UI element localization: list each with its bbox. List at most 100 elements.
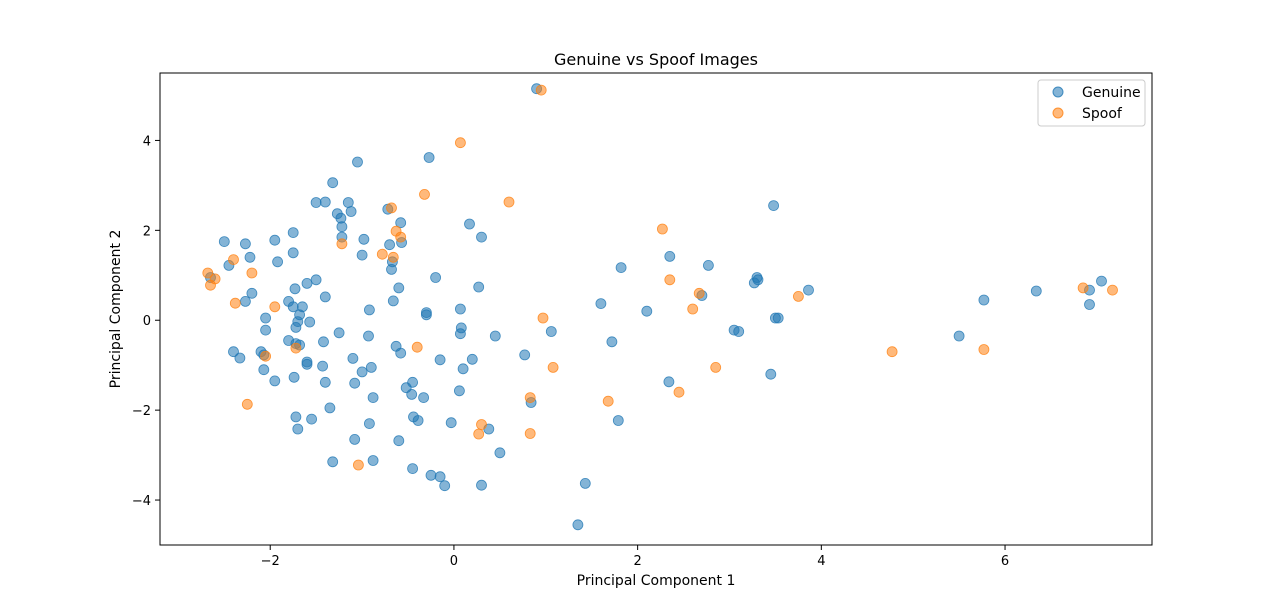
genuine-point [260, 312, 272, 324]
genuine-point [290, 321, 302, 333]
spoof-point [886, 346, 898, 358]
y-axis-label: Principal Component 2 [108, 230, 124, 389]
genuine-point [352, 156, 363, 168]
spoof-point [524, 428, 536, 439]
genuine-point [386, 263, 397, 275]
genuine-point [1084, 299, 1095, 310]
genuine-point [439, 480, 451, 492]
plot-frame [159, 72, 1153, 546]
spoof-point [246, 267, 258, 279]
genuine-point [476, 231, 487, 243]
x-tick-label: 2 [633, 554, 641, 569]
genuine-point [356, 366, 368, 378]
genuine-point [454, 328, 466, 340]
genuine-point [430, 272, 442, 283]
genuine-point [349, 433, 361, 445]
genuine-point [367, 455, 379, 466]
spoof-point [473, 428, 485, 440]
legend-label-genuine: Genuine [1082, 85, 1141, 101]
genuine-point [664, 250, 676, 262]
genuine-point [319, 196, 331, 208]
genuine-point [288, 371, 300, 383]
legend-marker-spoof [1052, 107, 1064, 119]
spoof-point [411, 341, 423, 353]
y-tick-label: 2 [143, 224, 151, 239]
genuine-point [445, 417, 457, 429]
genuine-point [425, 469, 437, 481]
genuine-point [239, 295, 251, 307]
spoof-point [387, 251, 399, 263]
genuine-point [641, 305, 653, 317]
genuine-point [434, 354, 446, 366]
genuine-point [310, 197, 322, 208]
spoof-point [476, 419, 487, 430]
genuine-point [244, 251, 256, 263]
spoof-point [205, 279, 216, 291]
genuine-point [457, 363, 469, 375]
x-tick-label: −2 [261, 554, 280, 569]
spoof-point [978, 344, 990, 355]
genuine-point [301, 358, 313, 370]
genuine-point [269, 375, 281, 387]
genuine-point [420, 307, 432, 319]
genuine-point [319, 291, 331, 303]
genuine-point [349, 377, 361, 389]
genuine-point [289, 283, 301, 295]
spoof-point [537, 312, 549, 324]
spoof-point [202, 267, 214, 279]
legend-label-spoof: Spoof [1082, 106, 1123, 122]
genuine-point [333, 327, 345, 339]
genuine-point [703, 259, 714, 271]
genuine-point [476, 479, 487, 491]
spoof-point [693, 287, 705, 299]
genuine-point [287, 247, 299, 259]
genuine-point [387, 295, 399, 307]
genuine-point [301, 277, 313, 289]
genuine-point [406, 388, 418, 400]
spoof-point [687, 303, 699, 315]
genuine-point [318, 336, 329, 348]
genuine-point [363, 418, 375, 430]
spoof-point [793, 290, 804, 302]
genuine-point [260, 324, 272, 336]
y-tick-label: −4 [132, 494, 151, 509]
spoof-point [547, 361, 559, 373]
genuine-point [434, 471, 446, 483]
spoof-point [657, 223, 668, 235]
genuine-point [612, 415, 624, 426]
genuine-point [1030, 285, 1042, 297]
genuine-point [494, 447, 506, 459]
spoof-point [290, 342, 302, 354]
genuine-point [393, 282, 405, 294]
genuine-point [953, 330, 965, 342]
genuine-point [317, 360, 329, 372]
legend-marker-genuine [1052, 86, 1064, 98]
spoof-point [664, 274, 676, 286]
genuine-point [246, 287, 258, 299]
genuine-point [466, 353, 478, 365]
spoof-point [395, 231, 407, 243]
spoof-point [524, 392, 536, 404]
genuine-point [345, 206, 357, 217]
genuine-point [310, 274, 322, 286]
genuine-point [765, 368, 777, 380]
genuine-point [464, 218, 475, 230]
spoof-point [1107, 284, 1118, 296]
spoof-point [241, 398, 253, 410]
spoof-point [336, 238, 348, 250]
genuine-point [324, 402, 336, 414]
genuine-point [327, 456, 339, 468]
spoof-point [602, 395, 614, 407]
x-axis: −2 0 2 4 6 [261, 545, 1009, 569]
genuine-point [454, 303, 466, 315]
genuine-point [572, 519, 584, 531]
genuine-point [1096, 275, 1107, 287]
genuine-point [319, 376, 331, 388]
genuine-point [384, 239, 396, 251]
x-tick-label: 0 [450, 554, 458, 569]
points-layer [202, 83, 1118, 531]
genuine-point [367, 392, 379, 404]
y-tick-label: 4 [143, 134, 151, 149]
genuine-point [287, 227, 299, 239]
